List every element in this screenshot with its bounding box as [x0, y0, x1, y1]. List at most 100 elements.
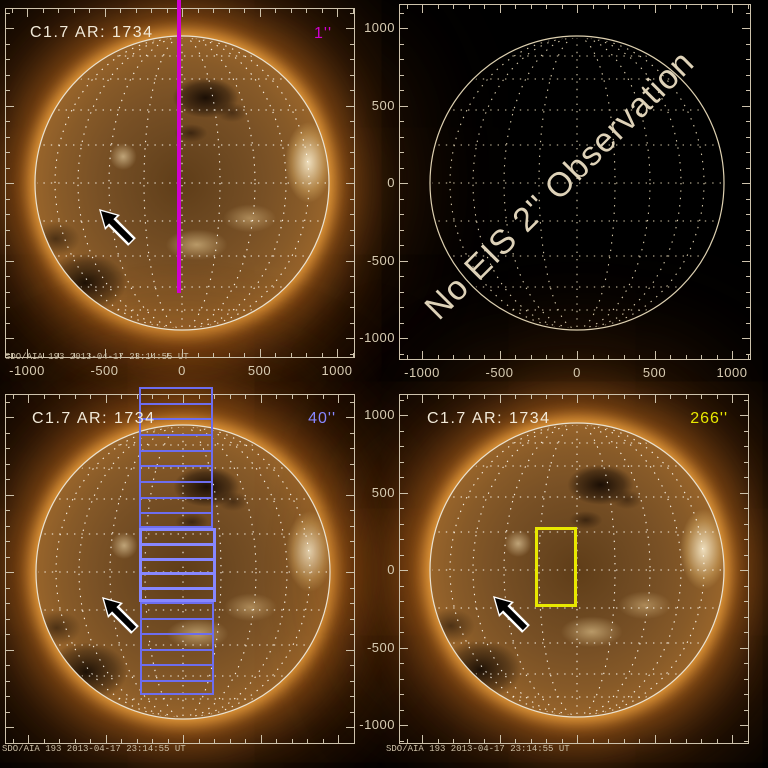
axis-tick: [322, 739, 324, 743]
x-tick-label: 0: [573, 365, 581, 380]
axis-tick: [350, 307, 354, 308]
axis-tick: [350, 634, 354, 635]
axis-tick: [104, 9, 106, 17]
axis-tick: [6, 90, 10, 91]
axis-tick: [6, 401, 10, 403]
axis-tick: [400, 353, 404, 355]
axis-tick: [744, 585, 748, 587]
axis-tick: [350, 74, 354, 76]
axis-tick: [484, 5, 485, 9]
axis-tick: [400, 663, 404, 664]
axis-tick: [6, 260, 14, 262]
axis-tick: [350, 167, 354, 169]
axis-tick: [468, 395, 470, 399]
axis-tick: [746, 307, 750, 308]
axis-tick: [275, 9, 276, 13]
axis-tick: [400, 632, 404, 633]
axis-tick: [306, 9, 307, 13]
axis-tick: [740, 725, 748, 726]
axis-tick: [6, 463, 10, 465]
axis-tick: [515, 739, 516, 743]
axis-tick: [350, 121, 354, 122]
axis-tick: [213, 9, 214, 13]
axis-tick: [515, 5, 516, 9]
axis-tick: [350, 680, 354, 682]
axis-tick: [400, 167, 404, 169]
x-tick-label: -500: [90, 363, 119, 378]
axis-tick: [400, 694, 404, 695]
raster-row-divider: [142, 558, 213, 561]
axis-tick: [744, 601, 748, 602]
axis-tick: [577, 735, 578, 743]
raster-row-divider: [142, 572, 213, 575]
axis-tick: [346, 572, 354, 573]
slit-width-label: 266'': [690, 410, 728, 427]
axis-tick: [6, 291, 10, 293]
axis-tick: [337, 349, 338, 357]
axis-tick: [577, 395, 578, 403]
axis-tick: [337, 9, 338, 17]
axis-tick: [639, 355, 640, 359]
axis-tick: [6, 727, 14, 728]
raster-row-divider: [142, 543, 213, 546]
axis-tick: [6, 59, 10, 60]
axis-tick: [6, 603, 10, 604]
axis-tick: [104, 349, 106, 357]
axis-tick: [6, 322, 10, 324]
axis-tick: [346, 494, 354, 496]
heliographic-grid: [34, 35, 330, 331]
axis-tick: [468, 355, 470, 359]
axis-tick: [400, 198, 404, 200]
axis-tick: [6, 494, 14, 496]
solar-limb-circle: [429, 422, 725, 718]
axis-tick: [350, 510, 354, 511]
axis-tick: [74, 395, 76, 399]
axis-tick: [27, 9, 28, 17]
axis-tick: [623, 5, 625, 9]
axis-tick: [608, 355, 609, 359]
axis-tick: [453, 395, 454, 399]
heliographic-grid: [429, 422, 725, 718]
axis-tick: [6, 276, 10, 277]
axis-tick: [422, 735, 423, 743]
y-tick-label: 1000: [364, 20, 395, 35]
axis-tick: [28, 395, 29, 403]
axis-tick: [245, 395, 246, 399]
axis-tick: [6, 649, 14, 651]
axis-tick: [11, 9, 13, 13]
axis-tick: [350, 152, 354, 153]
axis-tick: [744, 539, 748, 540]
axis-tick: [346, 338, 354, 339]
axis-tick: [740, 647, 748, 649]
axis-tick: [214, 739, 215, 743]
axis-tick: [350, 696, 354, 697]
axis-tick: [350, 229, 354, 231]
x-tick-label: -500: [485, 365, 514, 380]
slit-position-line: [177, 0, 181, 293]
axis-tick: [400, 508, 404, 509]
axis-tick: [6, 711, 10, 713]
axis-tick: [453, 739, 454, 743]
axis-tick: [12, 739, 14, 743]
axis-tick: [350, 618, 354, 620]
axis-tick: [639, 739, 640, 743]
x-tick-label: -1000: [404, 365, 440, 380]
axis-tick: [6, 680, 10, 682]
axis-tick: [42, 353, 44, 357]
axis-tick: [530, 739, 532, 743]
axis-tick: [400, 616, 404, 618]
axis-tick: [400, 477, 404, 478]
axis-tick: [214, 395, 215, 399]
axis-tick: [120, 353, 121, 357]
axis-tick: [670, 355, 671, 359]
axis-tick: [747, 5, 749, 9]
axis-tick: [259, 9, 261, 17]
axis-tick: [43, 739, 45, 743]
raster-row-divider: [142, 649, 212, 651]
axis-tick: [275, 353, 276, 357]
axis-tick: [744, 508, 748, 509]
raster-row-divider: [141, 450, 211, 452]
axis-tick: [746, 322, 750, 324]
axis-tick: [400, 678, 404, 680]
